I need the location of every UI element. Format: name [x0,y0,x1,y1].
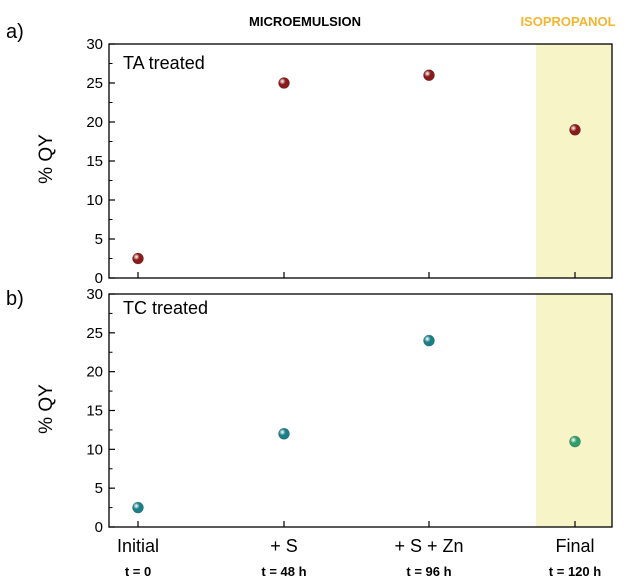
data-point [423,334,435,347]
panel-b-ylabel: % QY [36,384,57,434]
isopropanol-highlight-region [536,294,612,527]
header-isopropanol: ISOPROPANOL [520,14,615,29]
data-point [278,77,290,89]
y-tick-label: 25 [86,75,103,92]
panel-b-inset-label: TC treated [123,298,208,318]
y-tick-label: 20 [86,364,103,381]
y-tick-label: 30 [86,36,103,53]
y-tick-label: 5 [95,480,103,497]
x-category-label: + S [270,536,298,556]
x-category-label: Initial [117,536,159,556]
y-tick-label: 0 [95,519,103,536]
x-category-label: + S + Zn [394,536,463,556]
x-time-label: t = 120 h [549,564,601,579]
header-microemulsion: MICROEMULSION [249,14,361,29]
panel-a-ylabel: % QY [36,134,57,184]
y-tick-label: 5 [95,231,103,248]
y-tick-label: 0 [95,270,103,287]
y-tick-label: 15 [86,403,103,420]
isopropanol-highlight-region [536,44,612,278]
y-tick-label: 10 [86,441,103,458]
y-tick-label: 30 [86,286,103,303]
data-point [132,252,144,265]
x-time-label: t = 0 [125,564,151,579]
x-time-label: t = 48 h [261,564,306,579]
panel-a-label: a) [6,21,24,43]
panel-b-label: b) [6,288,24,310]
data-point [423,69,435,81]
data-point [132,501,144,514]
panel-a-inset-label: TA treated [123,53,205,73]
data-point [569,435,581,448]
y-tick-label: 10 [86,192,103,209]
x-category-label: Final [555,536,594,556]
y-tick-label: 25 [86,325,103,342]
x-time-label: t = 96 h [406,564,451,579]
y-tick-label: 20 [86,114,103,131]
data-point [278,427,290,440]
y-tick-label: 15 [86,153,103,170]
data-point [569,124,581,136]
